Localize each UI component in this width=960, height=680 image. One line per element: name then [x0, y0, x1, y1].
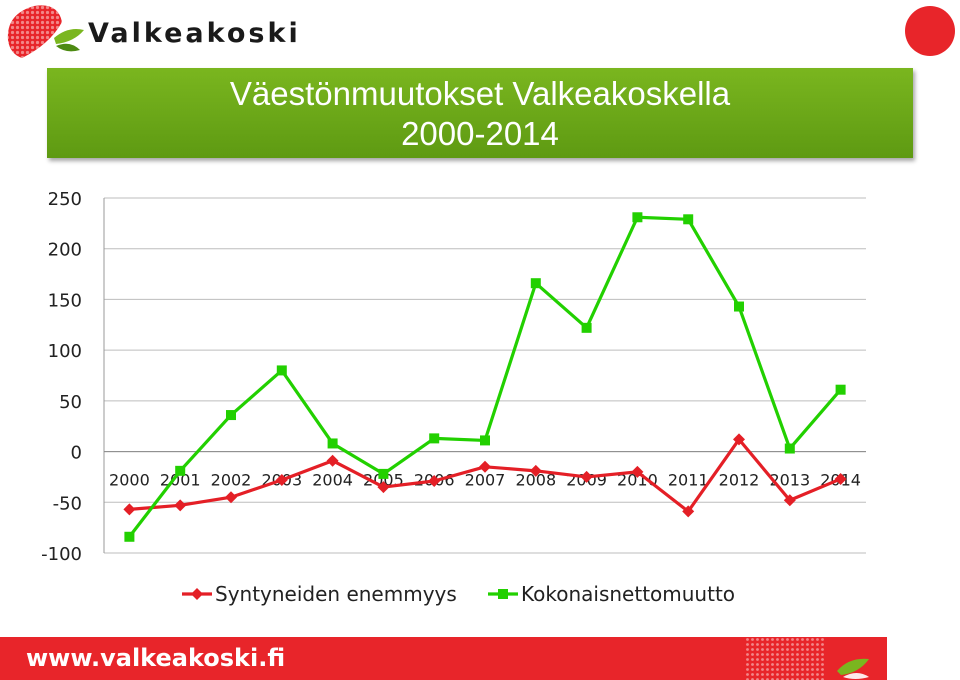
y-tick-label: 50 [59, 392, 82, 413]
data-point [225, 491, 237, 504]
legend-marker [191, 588, 203, 600]
legend-marker [498, 589, 508, 599]
x-tick-label: 2002 [211, 471, 252, 490]
data-point [276, 365, 287, 376]
line-chart: 250200150100500-50-100200020012002200320… [41, 189, 866, 606]
data-point [480, 435, 490, 446]
chart-title-line2: 2000-2014 [401, 115, 559, 152]
x-tick-label: 2012 [719, 471, 760, 490]
data-point [175, 465, 186, 476]
footer-website: www.valkeakoski.fi [26, 644, 286, 672]
data-point [123, 503, 136, 516]
brand-logo: Valkeakoski [0, 0, 340, 64]
data-point [683, 214, 694, 225]
y-tick-label: 0 [71, 443, 82, 464]
y-tick-label: 150 [48, 290, 82, 311]
x-tick-label: 2007 [465, 471, 506, 490]
data-point [327, 438, 338, 449]
data-point [784, 443, 795, 454]
data-point [377, 481, 390, 494]
x-tick-label: 2008 [515, 471, 556, 490]
decorative-red-circle [905, 6, 955, 56]
logo-emblem-icon [7, 5, 84, 59]
data-point [581, 322, 592, 333]
data-point [631, 465, 644, 478]
data-point [733, 433, 745, 446]
x-tick-label: 2004 [312, 471, 353, 490]
data-point [124, 531, 135, 542]
data-point [429, 433, 440, 444]
x-tick-label: 2013 [769, 471, 810, 490]
footer-bar: www.valkeakoski.fi [0, 637, 887, 680]
chart-title-line1: Väestönmuutokset Valkeakoskella [229, 75, 731, 112]
x-tick-label: 2010 [617, 471, 658, 490]
data-point [835, 384, 846, 395]
data-point [783, 494, 796, 507]
data-point [326, 454, 339, 467]
y-tick-label: -50 [53, 493, 82, 514]
legend-label: Syntyneiden enemmyys [215, 582, 457, 606]
x-tick-label: 2000 [109, 471, 150, 490]
data-point [734, 301, 744, 312]
data-point [530, 278, 541, 289]
y-tick-label: -100 [41, 544, 82, 565]
footer-emblem-icon [745, 637, 869, 680]
data-point [682, 505, 695, 518]
data-point [479, 460, 491, 473]
data-point [428, 474, 441, 487]
data-point [834, 472, 847, 485]
data-point [174, 499, 187, 512]
y-tick-label: 250 [48, 189, 82, 210]
logo-text: Valkeakoski [88, 18, 301, 49]
legend-label: Kokonaisnettomuutto [521, 582, 735, 606]
y-tick-label: 100 [48, 341, 82, 362]
x-tick-label: 2011 [668, 471, 709, 490]
chart-title: Väestönmuutokset Valkeakoskella 2000-201… [47, 68, 913, 158]
data-point [529, 464, 542, 477]
data-point [378, 468, 389, 479]
data-point [580, 470, 593, 483]
data-point [632, 212, 643, 223]
data-point [226, 410, 236, 421]
y-tick-label: 200 [48, 240, 82, 261]
data-point [275, 473, 288, 486]
